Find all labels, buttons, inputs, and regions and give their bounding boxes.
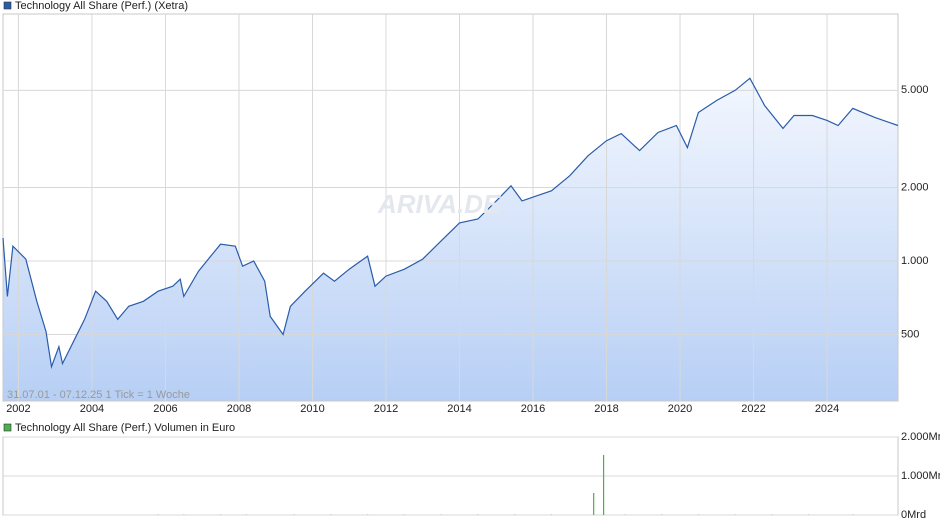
x-tick-label: 2008	[227, 403, 251, 415]
plot-frame	[2, 13, 899, 402]
legend-swatch	[3, 423, 12, 432]
y-tick-label: 5.000	[901, 84, 929, 96]
x-tick-label: 2012	[374, 403, 398, 415]
x-tick-label: 2002	[6, 403, 30, 415]
volume-bar	[602, 454, 605, 515]
x-tick-label: 2016	[521, 403, 545, 415]
legend-swatch	[3, 1, 12, 10]
x-tick-label: 2004	[80, 403, 104, 415]
y-tick-label: 0Mrd	[901, 509, 926, 521]
volume-bar	[593, 493, 595, 515]
x-tick-label: 2018	[594, 403, 618, 415]
x-tick-label: 2022	[741, 403, 765, 415]
watermark: ARIVA.DE	[377, 189, 501, 219]
line	[2, 77, 899, 370]
x-tick-label: 2014	[447, 403, 471, 415]
legend-label: Technology All Share (Perf.) Volumen in …	[15, 422, 235, 434]
y-tick-label: 1.000Mrd	[901, 470, 940, 482]
y-tick-label: 2.000	[901, 181, 929, 193]
x-tick-label: 2024	[815, 403, 839, 415]
range-note: 31.07.01 - 07.12.25 1 Tick = 1 Woche	[7, 389, 190, 401]
y-tick-label: 2.000Mrd	[901, 431, 940, 443]
legend-label: Technology All Share (Perf.) (Xetra)	[15, 0, 188, 12]
x-tick-label: 2010	[300, 403, 324, 415]
x-tick-label: 2020	[668, 403, 692, 415]
x-tick-label: 2006	[153, 403, 177, 415]
area-fill	[3, 78, 898, 402]
y-tick-label: 500	[901, 328, 919, 340]
y-tick-label: 1.000	[901, 255, 929, 267]
